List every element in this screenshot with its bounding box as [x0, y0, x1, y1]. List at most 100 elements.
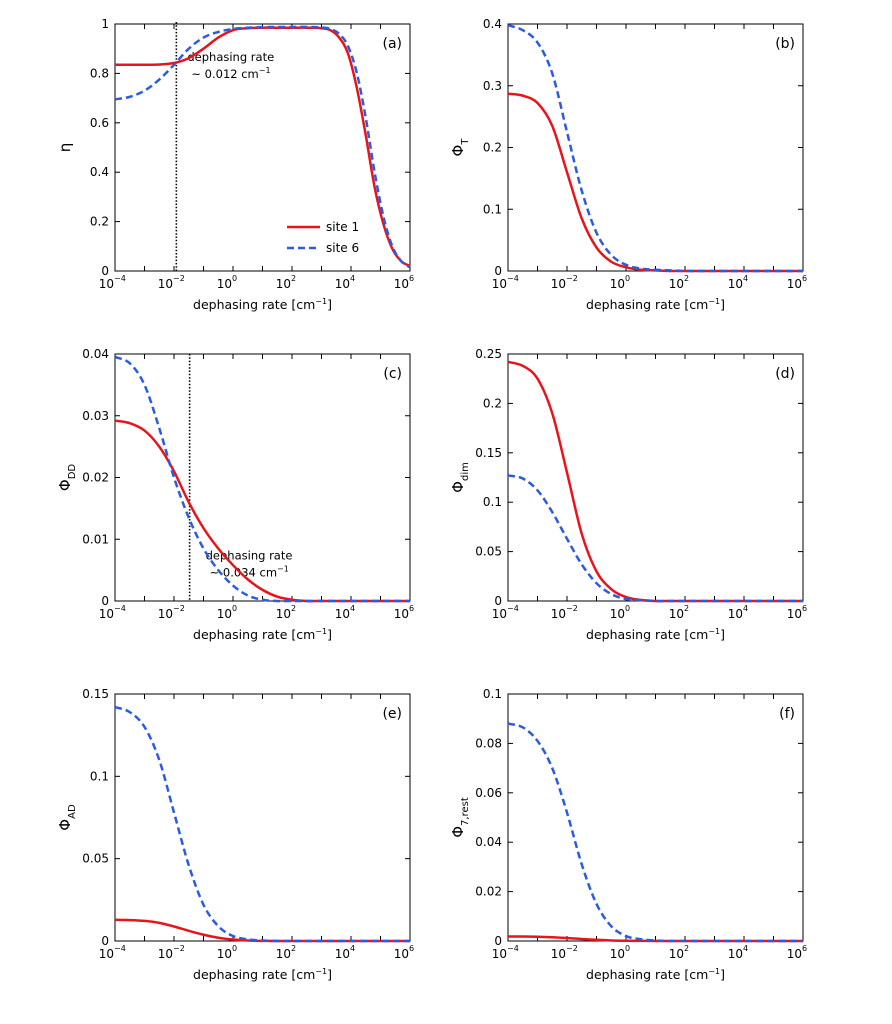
x-tick-exponent: 0	[625, 274, 630, 283]
x-tick-label: 10	[728, 607, 743, 621]
panel-b: 10 −4 10 −2 10 0 10 2 10 4 10 600.10.20.30.4dephasi…	[449, 17, 807, 312]
x-tick-label: 10	[158, 607, 173, 621]
x-tick-label: 10	[787, 947, 802, 961]
x-tick-label: 10	[99, 277, 114, 291]
x-tick-exponent: −4	[114, 604, 126, 613]
series-site-6-line	[507, 24, 803, 273]
plot-frame	[507, 693, 804, 942]
x-tick-exponent: 6	[802, 274, 807, 283]
x-tick-label: 10	[551, 277, 566, 291]
x-tick-label: 10	[551, 607, 566, 621]
y-tick-label: 0.04	[82, 347, 109, 361]
x-tick-exponent: −4	[507, 604, 519, 613]
series-site-1-line	[114, 26, 411, 268]
legend-entry: site 6	[326, 241, 359, 255]
y-tick-label: 0	[101, 934, 109, 948]
x-tick-label: 10	[492, 947, 507, 961]
y-axis-label: Φdim	[449, 462, 471, 493]
plot-frame	[114, 693, 411, 942]
y-tick-label: 0.08	[475, 736, 502, 750]
x-tick-exponent: 4	[743, 944, 748, 953]
y-tick-label: 0.05	[82, 852, 109, 866]
x-tick-label: 10	[728, 947, 743, 961]
y-tick-label: 0.2	[483, 141, 502, 155]
y-tick-label: 0.15	[475, 446, 502, 460]
x-tick-label: 10	[787, 277, 802, 291]
y-axis-label: ΦT	[449, 138, 471, 157]
panel-f: 10 −4 10 −2 10 0 10 2 10 4 10 600.020.040.060.080.1…	[449, 687, 807, 982]
x-tick-label: 10	[217, 277, 232, 291]
y-tick-label: 0	[494, 264, 502, 278]
x-tick-exponent: 0	[625, 944, 630, 953]
x-tick-exponent: −2	[566, 274, 578, 283]
y-tick-label: 0.02	[475, 885, 502, 899]
series-site-6-line	[507, 722, 803, 943]
x-tick-label: 10	[610, 947, 625, 961]
x-tick-label: 10	[728, 277, 743, 291]
y-tick-label: 0	[494, 594, 502, 608]
x-tick-label: 10	[394, 277, 409, 291]
y-tick-label: 0.01	[82, 532, 109, 546]
y-tick-label: 0.1	[90, 769, 109, 783]
y-tick-label: 0.15	[82, 687, 109, 701]
x-tick-label: 10	[276, 607, 291, 621]
x-tick-label: 10	[669, 277, 684, 291]
x-tick-label: 10	[276, 277, 291, 291]
annotation-line2: ~ 0.012 cm−1	[191, 66, 270, 81]
x-tick-label: 10	[787, 607, 802, 621]
x-axis-label: dephasing rate [cm−1]	[193, 627, 332, 642]
x-tick-exponent: 0	[232, 604, 237, 613]
panel-a: 10 −4 10 −2 10 0 10 2 10 4 10 600.20.40.60.81dephas…	[56, 17, 414, 312]
y-tick-label: 0.1	[483, 687, 502, 701]
x-axis-label: dephasing rate [cm−1]	[193, 297, 332, 312]
x-axis-label: dephasing rate [cm−1]	[586, 297, 725, 312]
y-tick-label: 1	[101, 17, 109, 31]
x-tick-exponent: 4	[350, 274, 355, 283]
x-tick-label: 10	[335, 607, 350, 621]
legend-entry: site 1	[326, 220, 359, 234]
x-tick-exponent: 2	[291, 944, 296, 953]
plot-frame	[507, 23, 804, 272]
series-site-1-line	[507, 360, 803, 603]
x-tick-label: 10	[335, 277, 350, 291]
panel-label: (e)	[382, 706, 402, 722]
x-tick-label: 10	[610, 277, 625, 291]
x-tick-label: 10	[669, 607, 684, 621]
x-tick-exponent: 6	[409, 604, 414, 613]
x-tick-label: 10	[335, 947, 350, 961]
annotation-line1: dephasing rate	[187, 50, 274, 64]
plot-frame	[114, 353, 411, 602]
x-tick-label: 10	[99, 607, 114, 621]
x-tick-exponent: −2	[173, 604, 185, 613]
y-tick-label: 0.4	[483, 17, 502, 31]
y-tick-label: 0.06	[475, 786, 502, 800]
x-tick-exponent: −4	[114, 944, 126, 953]
x-tick-label: 10	[492, 607, 507, 621]
y-tick-label: 0	[101, 594, 109, 608]
y-tick-label: 0.8	[90, 66, 109, 80]
y-tick-label: 0.03	[82, 409, 109, 423]
y-axis-label: ΦAD	[56, 804, 78, 831]
x-tick-label: 10	[158, 947, 173, 961]
y-tick-label: 0.4	[90, 165, 109, 179]
x-tick-label: 10	[217, 947, 232, 961]
x-tick-label: 10	[669, 947, 684, 961]
x-tick-label: 10	[158, 277, 173, 291]
x-tick-label: 10	[99, 947, 114, 961]
panel-label: (b)	[775, 36, 795, 52]
series-site-6-line	[114, 25, 411, 269]
x-tick-exponent: 2	[291, 604, 296, 613]
y-axis-label: η	[56, 143, 74, 153]
panel-label: (f)	[779, 706, 795, 722]
series-site-6-line	[114, 355, 410, 603]
x-tick-exponent: −4	[114, 274, 126, 283]
x-axis-label: dephasing rate [cm−1]	[193, 967, 332, 982]
series-site-1-line	[507, 92, 803, 273]
x-tick-exponent: 6	[802, 604, 807, 613]
x-tick-label: 10	[217, 607, 232, 621]
panel-e: 10 −4 10 −2 10 0 10 2 10 4 10 600.050.10.15dephasin…	[56, 687, 414, 982]
annotation-line2: ~ 0.034 cm−1	[210, 564, 289, 579]
panel-label: (a)	[382, 36, 402, 52]
y-tick-label: 0.2	[483, 396, 502, 410]
y-tick-label: 0.05	[475, 545, 502, 559]
